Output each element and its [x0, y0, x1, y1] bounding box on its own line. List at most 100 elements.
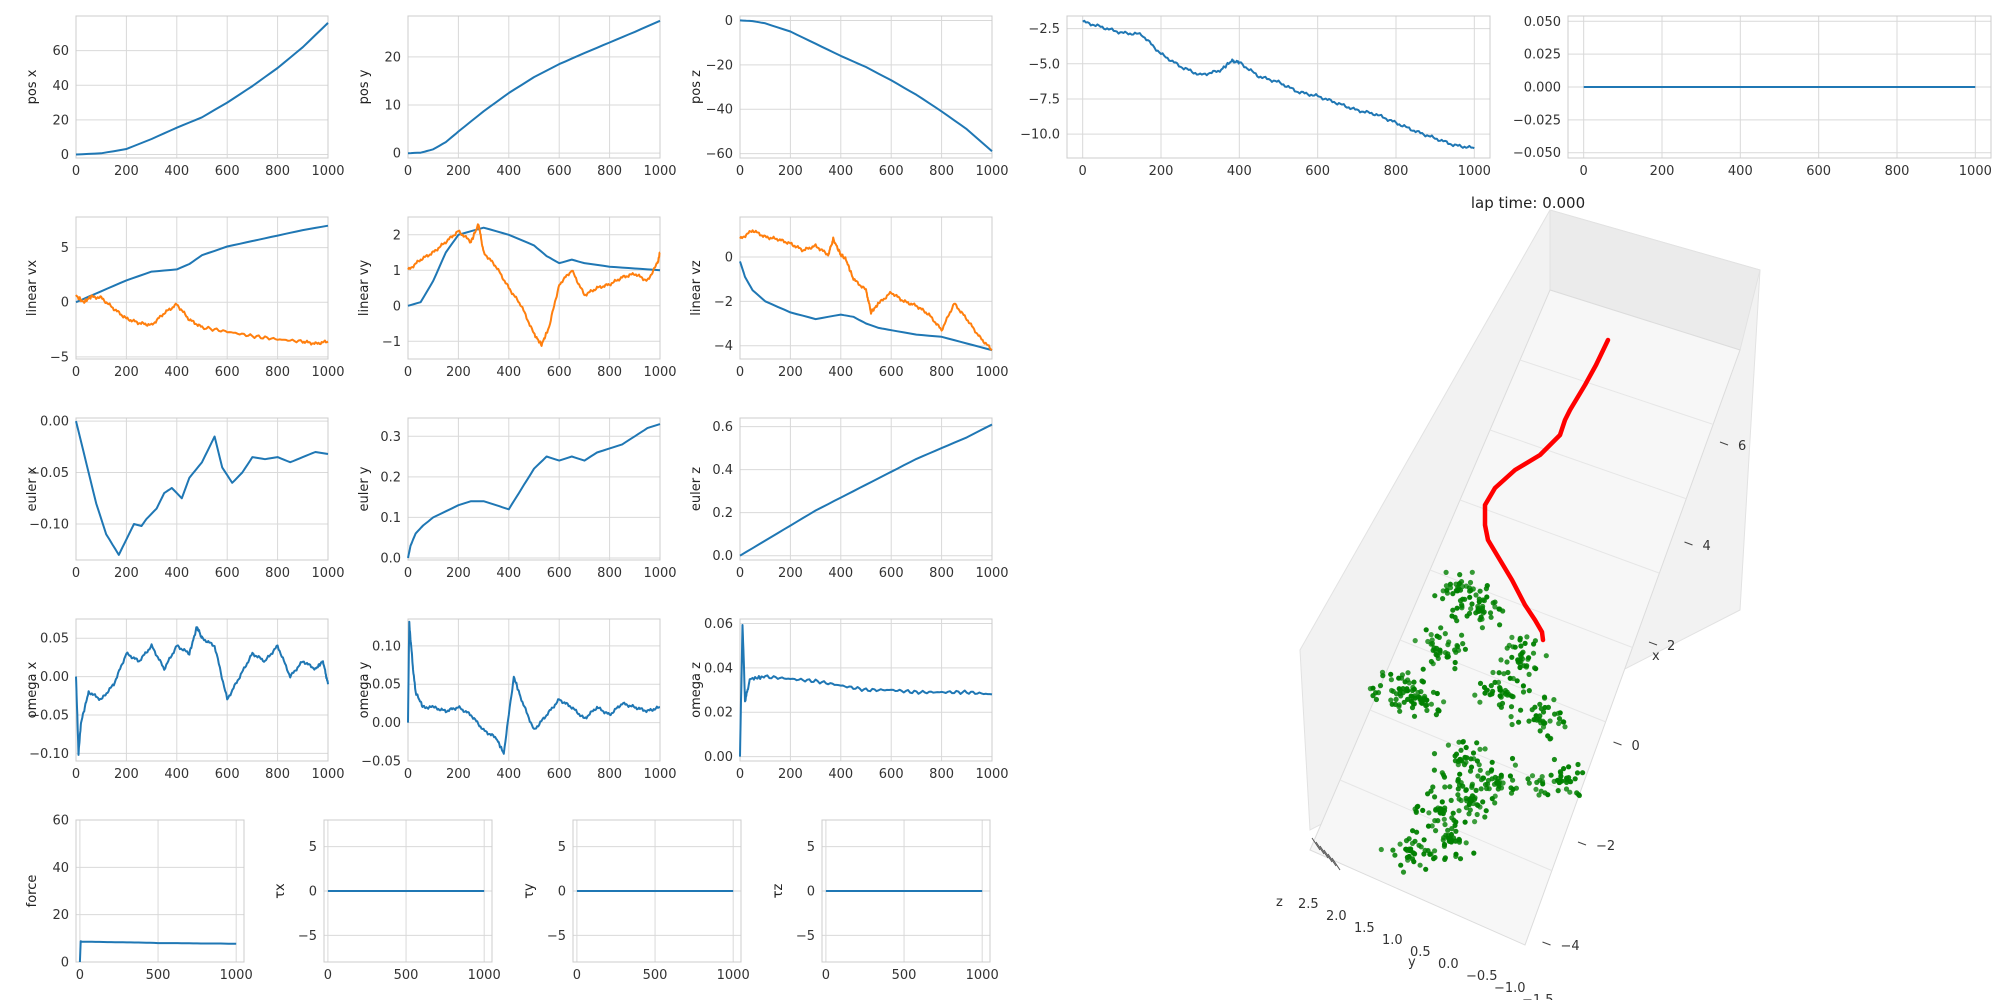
gate-point	[1487, 692, 1493, 698]
gate-point	[1442, 631, 1448, 637]
x-tick-label: 0	[72, 767, 80, 782]
subplot-euler-z: 0 200 400 600 800 1000 0.0 0.2 0.4 0.6 euler z	[689, 417, 1009, 581]
gate-point	[1460, 738, 1466, 745]
y-tick-label: −0.050	[1513, 146, 1561, 161]
gate-point	[1480, 799, 1486, 805]
y-tick-label: −10.0	[1020, 128, 1060, 143]
y-tick-label: 0.0	[712, 549, 733, 564]
z-axis-tick	[1719, 441, 1729, 446]
x-tick-label: 0	[72, 164, 80, 179]
x-tick-label: 400	[164, 566, 189, 581]
gate-point	[1518, 707, 1524, 713]
trajectory-line	[1482, 337, 1611, 643]
gate-point	[1464, 613, 1470, 619]
gate-point	[1548, 772, 1554, 778]
subplot-force: 0 500 1000 0 20 40 60 force	[25, 814, 253, 984]
gate-point	[1456, 808, 1462, 814]
x-tick-label: 0	[404, 365, 412, 380]
plot-area	[740, 619, 992, 761]
gate-point	[1496, 780, 1502, 787]
gate-point	[1390, 847, 1396, 853]
subplot-euler-y: 0 200 400 600 800 1000 0.0 0.1 0.2 0.3 euler y	[357, 417, 677, 581]
gate-point	[1509, 755, 1516, 762]
gate-point	[1518, 654, 1524, 660]
x-tick-label: 400	[496, 164, 521, 179]
series-line	[739, 423, 993, 557]
gate-point	[1436, 634, 1442, 641]
plot-area	[408, 217, 660, 359]
subplot-extra-plot-1: 0 200 400 600 800 1000 −2.5 −5.0 −7.5 −10.0	[1020, 15, 1491, 179]
gate-point	[1536, 792, 1542, 798]
y-tick-label: 20	[52, 908, 69, 923]
gate-point	[1406, 680, 1412, 686]
floor-pane	[1309, 289, 1741, 946]
series-line	[1082, 19, 1475, 150]
gate-point	[1526, 671, 1532, 678]
gate-point	[1537, 713, 1543, 719]
x-tick-label: 1000	[643, 767, 676, 782]
plot-frame	[572, 819, 742, 963]
gate-point	[1497, 606, 1503, 612]
x-tick-label: 1000	[311, 566, 344, 581]
gate-point	[1561, 766, 1567, 772]
gate-point	[1458, 797, 1464, 804]
y-tick-label: −5	[547, 929, 566, 944]
subplot-tau-y: 0 500 1000 5 0 −5 τy	[522, 819, 750, 983]
gate-point	[1455, 762, 1461, 768]
gate-point	[1515, 657, 1521, 663]
gate-point	[1568, 779, 1574, 785]
series-line	[739, 229, 993, 351]
gate-point	[1479, 605, 1486, 612]
gate-point	[1481, 598, 1487, 604]
gate-point	[1426, 810, 1432, 816]
gate-point	[1547, 718, 1553, 724]
x-tick-label: 1000	[966, 968, 999, 983]
y-tick-label: 0.00	[40, 670, 69, 685]
plot-frame	[323, 819, 493, 963]
x-tick-label: 1000	[1458, 164, 1491, 179]
x-tick-label: 800	[929, 365, 954, 380]
y-axis-label: pos z	[689, 70, 704, 104]
gate-point	[1452, 822, 1458, 829]
gate-point	[1438, 625, 1444, 631]
x-tick-label: 0	[404, 566, 412, 581]
gate-point	[1526, 718, 1532, 724]
gate-point	[1409, 856, 1416, 862]
x-tick-label: 0	[1580, 164, 1588, 179]
z-axis-tick	[1315, 841, 1325, 855]
gate-point	[1455, 778, 1461, 784]
x-tick-label: 400	[496, 566, 521, 581]
gate-point	[1473, 787, 1479, 794]
gate-point	[1415, 689, 1421, 696]
z-axis-tick	[1684, 541, 1693, 546]
gate-point	[1513, 785, 1519, 791]
x-tick-label: 1000	[975, 164, 1008, 179]
gate-point	[1538, 720, 1544, 726]
y-tick-label: −2.5	[1028, 22, 1060, 37]
gate-point	[1425, 791, 1431, 797]
subplot-pos-y: 0 200 400 600 800 1000 0 10 20 pos y	[357, 15, 677, 179]
gate-point	[1397, 708, 1403, 714]
gate-point	[1516, 719, 1522, 725]
gate-point	[1507, 675, 1513, 681]
gate-point	[1445, 651, 1451, 657]
y-tick-label: 0.10	[372, 639, 401, 654]
x-tick-label: 500	[394, 968, 419, 983]
y-tick-label: 0.04	[704, 661, 733, 676]
gate-point	[1479, 625, 1485, 631]
gate-point	[1445, 827, 1451, 833]
gate-point	[1462, 754, 1468, 761]
plot-area	[408, 619, 660, 761]
x-tick-label: 400	[164, 365, 189, 380]
y-tick-label: −1	[382, 335, 401, 350]
y-tick-label: 20	[52, 113, 69, 128]
gate-point	[1412, 638, 1418, 644]
series-line	[739, 19, 993, 153]
plot-frame	[739, 417, 993, 561]
gate-point	[1566, 764, 1572, 770]
gate-point	[1514, 678, 1520, 684]
gate-point	[1414, 829, 1420, 835]
x-tick-label: 600	[547, 365, 572, 380]
x-axis-label-3d: x	[1652, 649, 1660, 664]
gate-point	[1468, 606, 1474, 612]
